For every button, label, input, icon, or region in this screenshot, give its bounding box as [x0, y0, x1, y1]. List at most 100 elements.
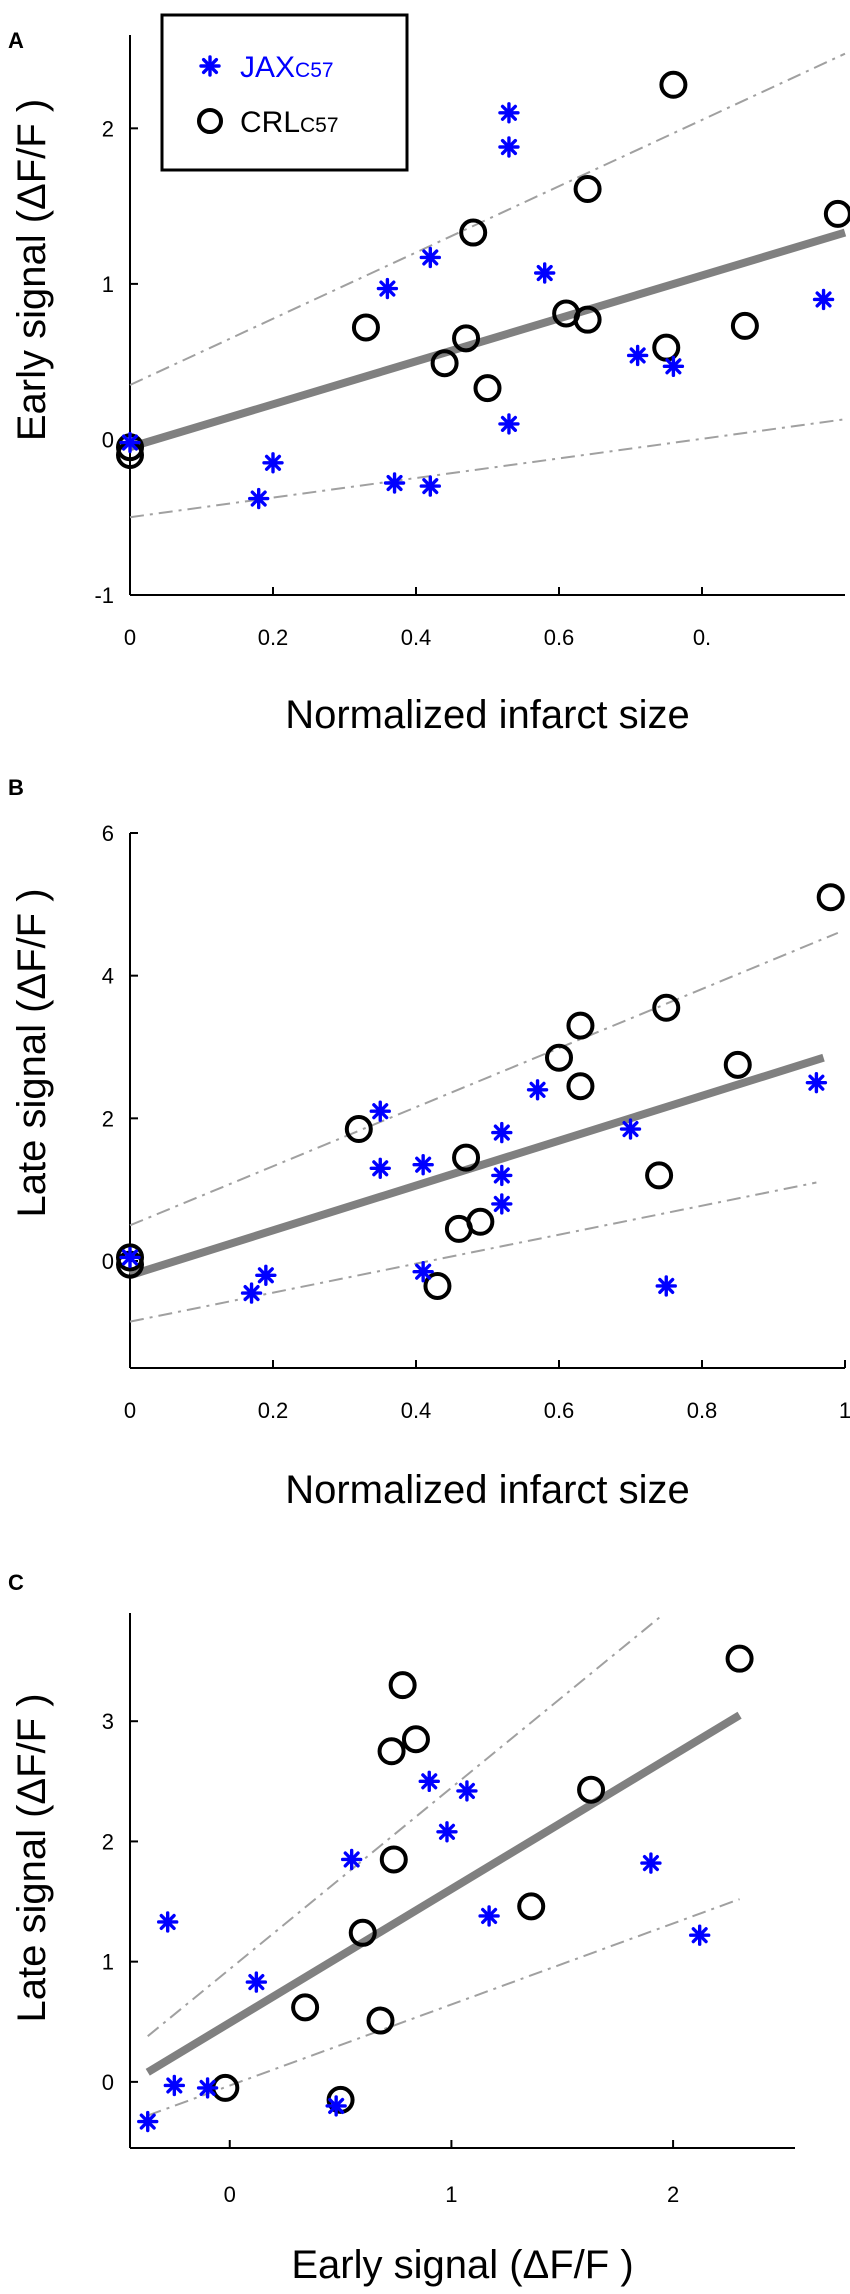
legend-crl-marker	[197, 108, 223, 134]
x-tick-label: 1	[445, 2182, 457, 2207]
y-tick-label: 2	[102, 1106, 114, 1131]
crl-point	[659, 70, 688, 99]
legend-crl-main: CRL	[240, 106, 300, 139]
legend-crl-sub: C57	[300, 114, 339, 137]
jax-point	[640, 1852, 662, 1874]
y-tick-label: 0	[102, 427, 114, 452]
y-axis-label: Late signal (ΔF/F )	[10, 888, 54, 1217]
crl-point	[566, 1072, 595, 1101]
crl-point	[291, 1993, 320, 2022]
jax-point	[498, 102, 520, 124]
regression-line	[128, 228, 847, 452]
crl-point	[566, 1011, 595, 1040]
regression-line	[145, 1711, 742, 2076]
panel-letter: A	[8, 28, 24, 53]
x-tick-label: 0	[124, 625, 136, 650]
crl-point	[377, 1737, 406, 1766]
legend-jax-label: JAXC57	[240, 51, 334, 84]
jax-point	[619, 1118, 642, 1140]
jax-point	[478, 1905, 500, 1927]
crl-point	[577, 1775, 606, 1804]
crl-point	[573, 305, 602, 334]
jax-point	[369, 1100, 391, 1122]
crl-point	[351, 313, 380, 342]
x-tick-label: 1	[839, 1398, 850, 1423]
y-tick-label: 0	[102, 2070, 114, 2095]
jax-point	[255, 1264, 277, 1286]
jax-point	[456, 1780, 478, 1802]
y-tick-label: 4	[102, 964, 114, 989]
crl-point	[723, 1050, 752, 1079]
x-tick-label: 0.6	[544, 625, 575, 650]
jax-point	[419, 246, 441, 269]
crl-point	[517, 1892, 546, 1921]
legend-crl-label: CRLC57	[240, 106, 339, 139]
crl-point	[652, 993, 681, 1022]
x-axis-label: Normalized infarct size	[285, 693, 690, 737]
legend-jax-sub: C57	[295, 59, 334, 82]
crl-point	[730, 311, 759, 340]
crl-point	[652, 333, 681, 362]
panel-letter: C	[8, 1570, 24, 1595]
jax-point	[119, 1246, 141, 1269]
crl-point	[473, 374, 502, 403]
crl-point	[725, 1644, 754, 1673]
jax-point	[491, 1193, 513, 1215]
y-tick-label: 6	[102, 821, 114, 846]
jax-point	[491, 1164, 513, 1187]
x-tick-label: 0	[124, 1398, 136, 1423]
panel-letter: B	[8, 775, 24, 800]
crl-point	[645, 1161, 674, 1190]
ci-upper-line	[129, 931, 839, 1227]
jax-point	[498, 413, 520, 435]
jax-point	[412, 1153, 434, 1176]
jax-point	[383, 472, 406, 494]
crl-point	[452, 324, 481, 353]
y-axis-label: Late signal (ΔF/F )	[10, 1693, 54, 2022]
crl-point	[401, 1725, 430, 1754]
jax-point	[369, 1157, 391, 1179]
panel-c: C 0 1 2 3 0 1 2 Early signal (ΔF/F ) Late signal …	[8, 1570, 795, 2287]
crl-point	[545, 1043, 573, 1072]
crl-point	[452, 1143, 481, 1172]
crl-point	[348, 1918, 377, 1947]
legend-jax-marker	[199, 55, 221, 77]
jax-point	[247, 487, 270, 510]
jax-point	[137, 2110, 159, 2133]
y-tick-label: 1	[102, 1950, 114, 1975]
jax-point	[534, 262, 556, 284]
x-axis-label: Normalized infarct size	[285, 1468, 690, 1512]
jax-point	[376, 277, 399, 300]
crl-point	[466, 1207, 495, 1236]
crl-point	[430, 349, 459, 378]
y-axis-label: Early signal (ΔF/F )	[10, 99, 54, 441]
jax-point	[498, 136, 520, 158]
jax-point	[655, 1275, 677, 1297]
crl-point	[823, 199, 850, 228]
y-tick-label: -1	[94, 583, 114, 608]
legend-box	[160, 13, 409, 172]
crl-point	[366, 2006, 395, 2035]
y-tick-label: 0	[102, 1249, 114, 1274]
x-tick-label: 0.6	[544, 1398, 575, 1423]
crl-point	[344, 1115, 373, 1144]
jax-point	[491, 1121, 513, 1144]
jax-point	[262, 452, 284, 474]
jax-point	[196, 2077, 219, 2099]
jax-point	[340, 1848, 363, 1871]
jax-point	[325, 2095, 347, 2117]
jax-point	[419, 475, 441, 497]
jax-point	[526, 1079, 549, 1101]
crl-point	[379, 1845, 408, 1874]
panel-a: A -1 0 1 2 0 0.2 0.4 0.6 0. Normalized infarct siz…	[8, 13, 850, 737]
x-tick-label: 0.4	[401, 625, 432, 650]
y-tick-label: 2	[102, 116, 114, 141]
legend-jax-main: JAX	[240, 51, 295, 84]
jax-point	[688, 1924, 711, 1946]
y-tick-label: 1	[102, 272, 114, 297]
jax-point	[662, 355, 685, 378]
x-tick-label: 0	[224, 2182, 236, 2207]
crl-point	[388, 1671, 417, 1700]
